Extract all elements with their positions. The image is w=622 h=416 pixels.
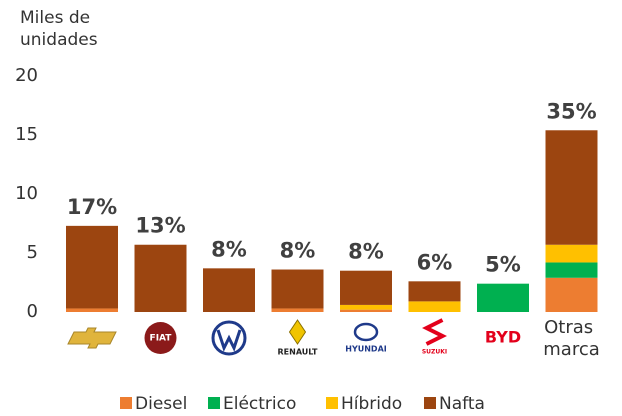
share-label: 13% xyxy=(135,214,185,238)
bar-segment xyxy=(408,281,461,302)
bar-segment xyxy=(66,308,118,312)
x-tick-label: BYD xyxy=(485,328,521,347)
bar-segment xyxy=(66,225,118,309)
y-tick-label: 0 xyxy=(27,301,38,322)
share-label: 8% xyxy=(211,237,247,261)
bar-segment xyxy=(271,269,324,309)
logo xyxy=(67,327,117,349)
legend-label: Híbrido xyxy=(341,394,402,414)
legend-swatch xyxy=(208,397,220,409)
legend-label: Eléctrico xyxy=(223,394,296,414)
bar-segment xyxy=(545,244,598,263)
share-label: 6% xyxy=(417,250,453,274)
y-tick-label: 10 xyxy=(15,183,38,204)
bar-segment xyxy=(545,130,598,245)
share-label: 5% xyxy=(485,253,521,277)
bar-segment xyxy=(545,262,598,278)
legend-swatch xyxy=(326,397,338,409)
x-tick-label: Otras marca xyxy=(543,317,600,360)
x-tick-label: SUZUKI xyxy=(422,349,447,356)
y-tick-label: 5 xyxy=(27,242,38,263)
bar-segment xyxy=(134,244,187,312)
logo xyxy=(353,322,379,342)
logo xyxy=(216,329,242,352)
bar-segment xyxy=(340,270,392,305)
legend-swatch xyxy=(120,397,132,409)
y-tick-label: 20 xyxy=(15,65,38,86)
y-axis-label: Miles de unidades xyxy=(20,8,98,50)
bar-segment xyxy=(340,309,392,312)
x-tick-label: FIAT xyxy=(150,334,173,344)
bar-segment xyxy=(545,277,598,312)
legend-label: Diesel xyxy=(135,394,187,414)
share-label: 17% xyxy=(67,195,117,219)
y-tick-label: 15 xyxy=(15,124,38,145)
share-label: 8% xyxy=(348,240,384,264)
bar-segment xyxy=(203,268,255,312)
logo xyxy=(288,319,307,345)
logo xyxy=(144,322,177,354)
bar-segment xyxy=(271,308,324,312)
share-label: 8% xyxy=(280,239,316,263)
x-tick-label: RENAULT xyxy=(278,348,319,357)
legend-label: Nafta xyxy=(439,394,485,414)
share-label: 35% xyxy=(546,99,596,123)
bar-segment xyxy=(408,301,461,312)
legend-swatch xyxy=(424,397,436,409)
x-tick-label: HYUNDAI xyxy=(345,345,387,354)
bar-segment xyxy=(340,304,392,310)
bar-segment xyxy=(477,283,529,312)
logo xyxy=(422,318,447,346)
